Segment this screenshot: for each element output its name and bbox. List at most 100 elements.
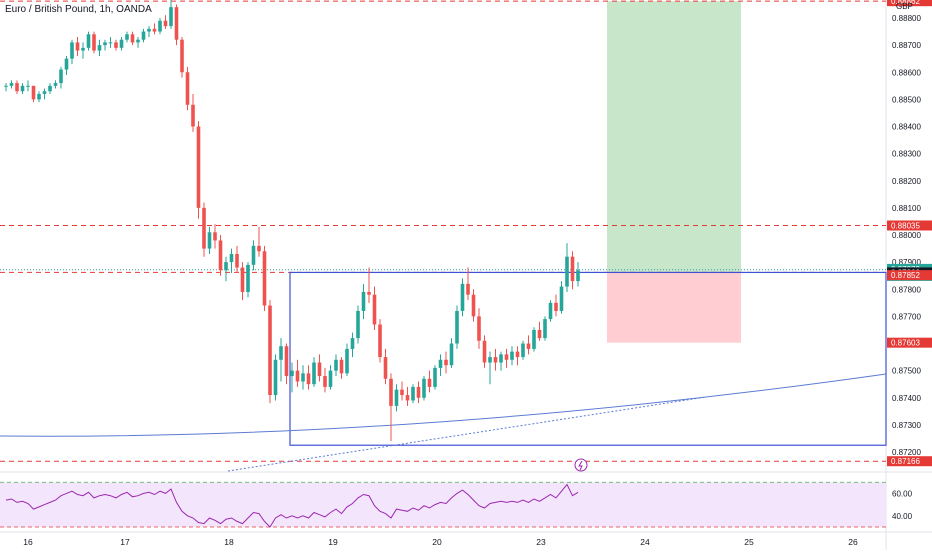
candle <box>477 308 481 349</box>
price-tick-label: 0.87900 <box>892 258 921 267</box>
candle-body <box>92 34 96 51</box>
price-tick-label: 0.88300 <box>892 150 921 159</box>
candle-body <box>125 34 129 40</box>
rsi-level-label: 40.00 <box>892 512 913 521</box>
price-label-text: 0.87852 <box>891 271 920 280</box>
curved-trend-line[interactable] <box>0 373 887 437</box>
price-tick-label: 0.88800 <box>892 14 921 23</box>
candle <box>537 321 542 341</box>
candle <box>444 351 448 374</box>
candle-body <box>158 20 162 32</box>
candle-body <box>482 340 487 363</box>
candle-body <box>64 58 69 70</box>
time-tick-label: 25 <box>744 537 754 547</box>
candle <box>268 300 272 404</box>
candle <box>284 343 289 385</box>
candle <box>152 23 157 35</box>
candle <box>488 351 492 385</box>
drawings[interactable] <box>0 0 887 472</box>
price-tick-label: 0.87500 <box>892 367 921 376</box>
candle-body <box>405 395 410 401</box>
range-box[interactable] <box>289 271 887 446</box>
candle-body <box>328 370 333 387</box>
price-tick-label: 0.87300 <box>892 421 921 430</box>
candle <box>559 281 564 314</box>
candle-body <box>301 373 305 382</box>
candle <box>246 262 250 298</box>
candle <box>471 289 476 322</box>
time-axis[interactable]: 16 17 18 19 20 23 24 25 26 <box>23 537 858 547</box>
candle <box>532 327 536 352</box>
price-label-box <box>887 337 932 348</box>
candle <box>163 15 168 29</box>
candle <box>548 300 553 322</box>
candle <box>521 340 525 360</box>
price-label[interactable]: 0.87603 <box>887 337 932 348</box>
candle-body <box>449 343 454 366</box>
candle <box>339 357 344 379</box>
candle <box>301 365 305 390</box>
candle-body <box>350 338 355 349</box>
candle <box>207 226 212 254</box>
candle <box>86 31 91 51</box>
candle-body <box>75 42 80 51</box>
target-zone[interactable] <box>607 1 741 273</box>
candle-body <box>499 354 503 363</box>
candle-body <box>554 302 558 311</box>
candle <box>147 26 151 37</box>
candle <box>367 267 371 303</box>
price-label[interactable]: 0.87166 <box>887 456 932 467</box>
candle <box>526 335 531 355</box>
candle <box>53 80 58 89</box>
candle <box>328 365 333 390</box>
price-label[interactable]: 0.88035 <box>887 220 932 231</box>
price-label[interactable]: 0.87852 <box>887 270 932 281</box>
price-axis[interactable]: 60.00 40.00 0.88800 0.88700 0.88600 0.88500 0.… <box>887 0 932 521</box>
price-tick-label: 0.87200 <box>892 448 921 457</box>
price-label-text: 0.87603 <box>891 339 920 348</box>
candle <box>317 354 322 382</box>
candle <box>130 31 135 46</box>
candle <box>158 18 162 35</box>
candle <box>334 354 338 377</box>
candle <box>416 381 421 404</box>
candle-body <box>251 245 256 265</box>
candle <box>257 226 261 257</box>
candle-body <box>97 45 102 51</box>
dotted-trend-line[interactable] <box>227 396 707 472</box>
candle <box>361 283 366 320</box>
rsi-pane[interactable] <box>0 458 886 528</box>
candle <box>372 286 377 330</box>
candle <box>438 354 443 377</box>
candle-body <box>400 389 404 396</box>
candle <box>108 36 113 48</box>
candle-body <box>532 329 536 349</box>
candle-body <box>202 207 206 249</box>
price-label[interactable]: 0.88862 <box>887 0 932 7</box>
candle <box>4 83 8 92</box>
candle-body <box>169 7 173 27</box>
candle <box>119 36 124 51</box>
candle <box>26 80 30 92</box>
stop-zone[interactable] <box>607 272 741 343</box>
price-label-box <box>887 0 932 7</box>
time-tick-label: 18 <box>224 537 234 547</box>
candle-body <box>42 91 47 94</box>
candle-body <box>521 343 525 358</box>
candle <box>75 36 80 56</box>
candle-body <box>136 39 140 43</box>
candle-body <box>323 376 327 387</box>
candle-body <box>383 357 388 379</box>
candle-body <box>290 370 294 377</box>
alert-icon[interactable] <box>574 458 588 472</box>
candle-body <box>246 264 250 292</box>
candle <box>213 224 217 249</box>
position-zones[interactable] <box>607 1 741 343</box>
candle-body <box>180 39 184 73</box>
candle-body <box>15 83 19 92</box>
candle-body <box>422 378 426 398</box>
candle-body <box>31 85 36 100</box>
candle <box>169 0 173 29</box>
